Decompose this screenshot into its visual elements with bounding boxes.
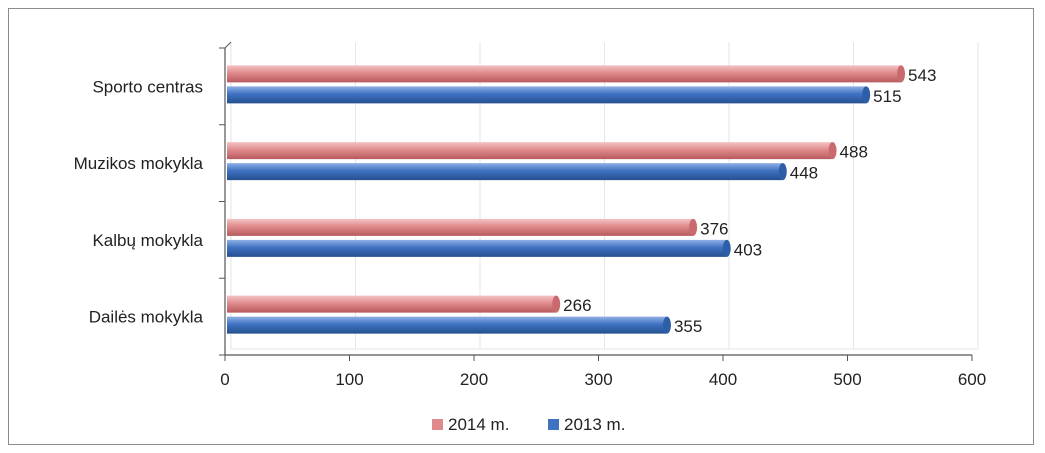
category-label: Muzikos mokykla — [74, 154, 204, 173]
data-label: 543 — [908, 66, 936, 85]
x-tick-label: 200 — [460, 370, 488, 389]
data-label: 266 — [563, 296, 591, 315]
bars — [227, 65, 906, 334]
labels: Sporto centras 543 515 Muzikos mokykla 488 44… — [74, 66, 937, 336]
x-tick-label: 0 — [220, 370, 229, 389]
legend-label: 2013 m. — [564, 415, 625, 434]
x-tick-label: 100 — [335, 370, 363, 389]
bar-cap — [778, 163, 787, 181]
bar-2013 — [227, 86, 867, 104]
data-label: 403 — [734, 240, 762, 259]
x-tick-label: 300 — [584, 370, 612, 389]
bar-cap — [689, 218, 698, 236]
bar-2014 — [227, 142, 833, 160]
bar-cap — [828, 142, 837, 160]
data-label: 355 — [674, 317, 702, 336]
category-label: Kalbų mokykla — [92, 231, 203, 250]
bar-2014 — [227, 218, 694, 236]
bar-2014 — [227, 295, 557, 313]
category-label: Dailės mokykla — [89, 308, 204, 327]
bar-cap — [552, 295, 561, 313]
x-tick-label: 400 — [709, 370, 737, 389]
x-tick-label: 600 — [958, 370, 986, 389]
bar-2013 — [227, 163, 783, 181]
data-label: 488 — [840, 143, 868, 162]
bar-2014 — [227, 65, 902, 83]
axes: 0 100 200 300 400 500 600 — [219, 41, 986, 389]
legend: 2014 m. 2013 m. — [432, 415, 625, 434]
category-label: Sporto centras — [92, 77, 203, 96]
bar-cap — [897, 65, 906, 83]
legend-swatch — [432, 419, 443, 430]
data-label: 448 — [790, 164, 818, 183]
data-label: 376 — [700, 219, 728, 238]
legend-swatch — [548, 419, 559, 430]
legend-label: 2014 m. — [448, 415, 509, 434]
bar-2013 — [227, 239, 727, 257]
bar-2013 — [227, 316, 667, 334]
y-axis-cap — [224, 41, 232, 49]
data-label: 515 — [873, 87, 901, 106]
bar-cap — [862, 86, 871, 104]
bar-cap — [662, 316, 671, 334]
bar-cap — [722, 239, 731, 257]
x-tick-label: 500 — [833, 370, 861, 389]
